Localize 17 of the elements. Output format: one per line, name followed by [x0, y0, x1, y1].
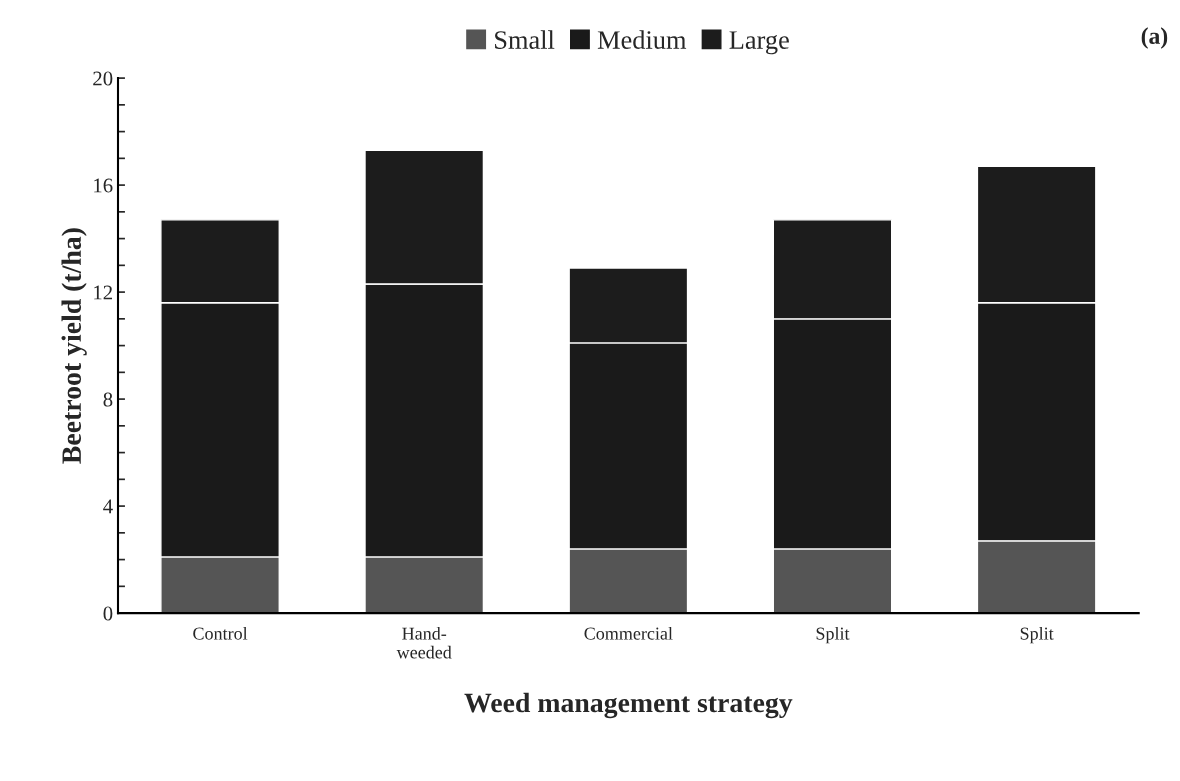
y-tick-label: 0	[103, 606, 113, 621]
y-tick-label: 16	[94, 178, 113, 193]
x-tick-label: Control	[193, 626, 248, 640]
x-tick-label: Split	[816, 626, 850, 644]
x-tick-label: Commercial	[584, 626, 673, 640]
legend-label: Large	[729, 31, 789, 55]
legend-label: Medium	[597, 30, 687, 49]
y-tick-label: 12	[94, 285, 112, 300]
text: (a)	[1141, 27, 1168, 49]
x-tick-label: Hand- weeded	[396, 626, 452, 659]
y-axis-title: Beetroot yield (t/ha)	[61, 228, 87, 464]
y-tick-label: 4	[103, 499, 113, 514]
x-tick-label: Split	[1020, 626, 1054, 644]
y-tick-label: 20	[93, 71, 113, 86]
x-axis-title: Weed management strategy	[464, 692, 793, 719]
y-tick-label: 8	[103, 392, 113, 407]
legend-label: Small	[495, 30, 555, 49]
